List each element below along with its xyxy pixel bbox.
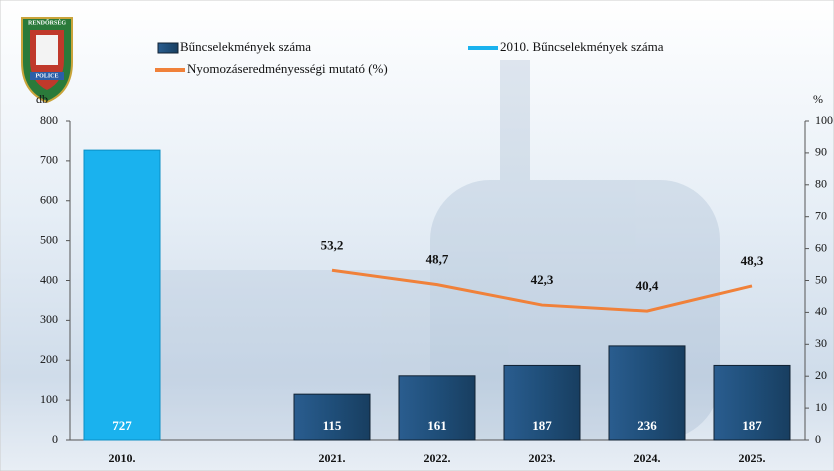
- bar: [293, 393, 371, 441]
- y2-tick-label: 0: [815, 432, 821, 446]
- line-label: 42,3: [531, 272, 554, 287]
- logo: RENDŐRSÉG POLICE: [21, 17, 73, 104]
- y2-tick-label: 30: [815, 336, 827, 350]
- y-axis-label: db: [36, 92, 48, 106]
- y2-axis-label: %: [813, 92, 823, 106]
- x-tick-label: 2010.: [109, 451, 136, 465]
- y2-tick-label: 40: [815, 304, 827, 318]
- y2-tick-label: 90: [815, 145, 827, 159]
- y2-tick-label: 10: [815, 400, 827, 414]
- y-tick-label: 400: [40, 272, 58, 286]
- bar-label: 727: [112, 418, 132, 433]
- y2-tick-label: 100: [815, 113, 833, 127]
- legend-label: 2010. Bűncselekmények száma: [500, 39, 664, 54]
- bar: [83, 149, 161, 441]
- bar-label: 236: [637, 418, 657, 433]
- bar-label: 161: [427, 418, 447, 433]
- y-tick-label: 700: [40, 153, 58, 167]
- y2-tick-label: 80: [815, 177, 827, 191]
- x-tick-label: 2023.: [529, 451, 556, 465]
- bar: [503, 364, 581, 441]
- y2-tick-label: 70: [815, 208, 827, 222]
- legend-label: Nyomozáseredményességi mutató (%): [187, 61, 388, 76]
- y-tick-label: 100: [40, 392, 58, 406]
- y2-tick-label: 20: [815, 368, 827, 382]
- bar: [713, 364, 791, 441]
- y2-tick-label: 60: [815, 240, 827, 254]
- line-label: 48,3: [741, 253, 764, 268]
- bar-label: 187: [742, 418, 762, 433]
- x-tick-label: 2024.: [634, 451, 661, 465]
- logo-bottom: POLICE: [35, 73, 58, 79]
- y-tick-label: 600: [40, 193, 58, 207]
- x-tick-label: 2025.: [739, 451, 766, 465]
- x-tick-label: 2022.: [424, 451, 451, 465]
- bar: [608, 345, 686, 441]
- y-tick-label: 500: [40, 232, 58, 246]
- bar: [398, 375, 476, 441]
- line-label: 40,4: [636, 278, 659, 293]
- legend-label: Bűncselekmények száma: [180, 39, 311, 54]
- bar-label: 115: [323, 418, 342, 433]
- line-label: 53,2: [321, 237, 344, 252]
- y-tick-label: 200: [40, 352, 58, 366]
- x-tick-label: 2021.: [319, 451, 346, 465]
- line-label: 48,7: [426, 252, 449, 267]
- y-tick-label: 0: [52, 432, 58, 446]
- logo-top: RENDŐRSÉG: [28, 18, 66, 26]
- legend-swatch: [157, 42, 179, 54]
- y-tick-label: 300: [40, 312, 58, 326]
- bar-label: 187: [532, 418, 552, 433]
- y2-tick-label: 50: [815, 272, 827, 286]
- y-tick-label: 800: [40, 113, 58, 127]
- line: [331, 268, 753, 313]
